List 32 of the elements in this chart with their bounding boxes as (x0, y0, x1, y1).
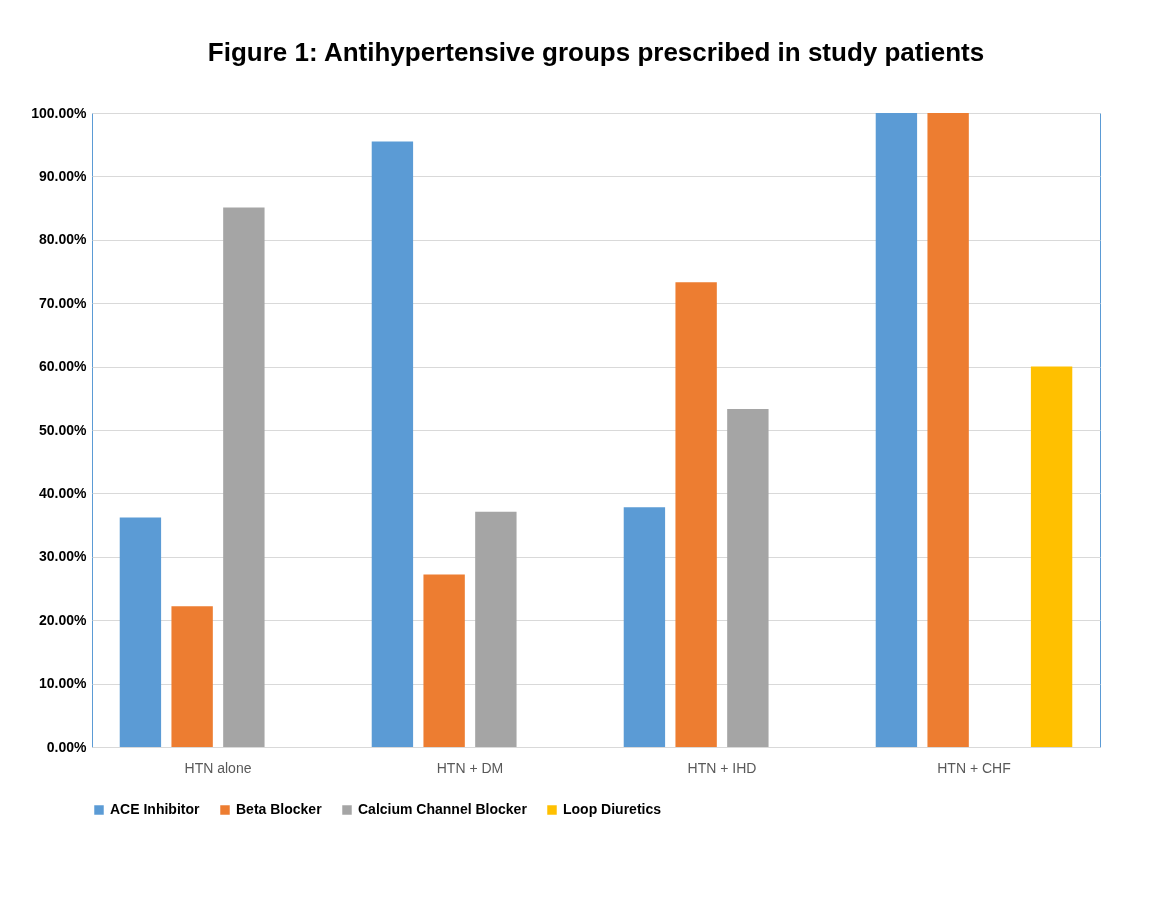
bar (927, 113, 969, 747)
bar (223, 207, 265, 747)
bar (727, 409, 769, 747)
x-tick-label: HTN + CHF (937, 759, 1011, 776)
bar (423, 574, 465, 747)
y-tick-label: 80.00% (39, 231, 88, 248)
legend-label: Calcium Channel Blocker (358, 801, 528, 817)
bar (371, 141, 414, 747)
bar (1030, 366, 1073, 747)
bar (119, 517, 162, 747)
bar (623, 507, 666, 747)
y-tick-label: 0.00% (46, 738, 88, 755)
bar (875, 113, 918, 747)
legend-label: ACE Inhibitor (110, 801, 200, 817)
x-tick-label: HTN + DM (436, 759, 504, 776)
chart-title: Figure 1: Antihypertensive groups prescribed in study patients (207, 37, 985, 67)
y-tick-label: 60.00% (39, 358, 88, 375)
x-tick-label: HTN alone (184, 759, 252, 776)
y-tick-label: 30.00% (39, 548, 88, 565)
x-tick-label: HTN + IHD (687, 759, 757, 776)
y-tick-label: 10.00% (39, 675, 88, 692)
legend-label: Loop Diuretics (563, 801, 662, 817)
y-tick-label: 100.00% (31, 104, 88, 121)
bar (171, 606, 213, 747)
y-tick-label: 90.00% (39, 167, 88, 184)
y-tick-label: 40.00% (39, 484, 88, 501)
bar (675, 282, 717, 747)
legend-label: Beta Blocker (236, 801, 323, 817)
bar (475, 511, 517, 747)
y-tick-label: 70.00% (39, 294, 88, 311)
y-tick-label: 50.00% (39, 421, 88, 438)
y-tick-label: 20.00% (39, 611, 88, 628)
